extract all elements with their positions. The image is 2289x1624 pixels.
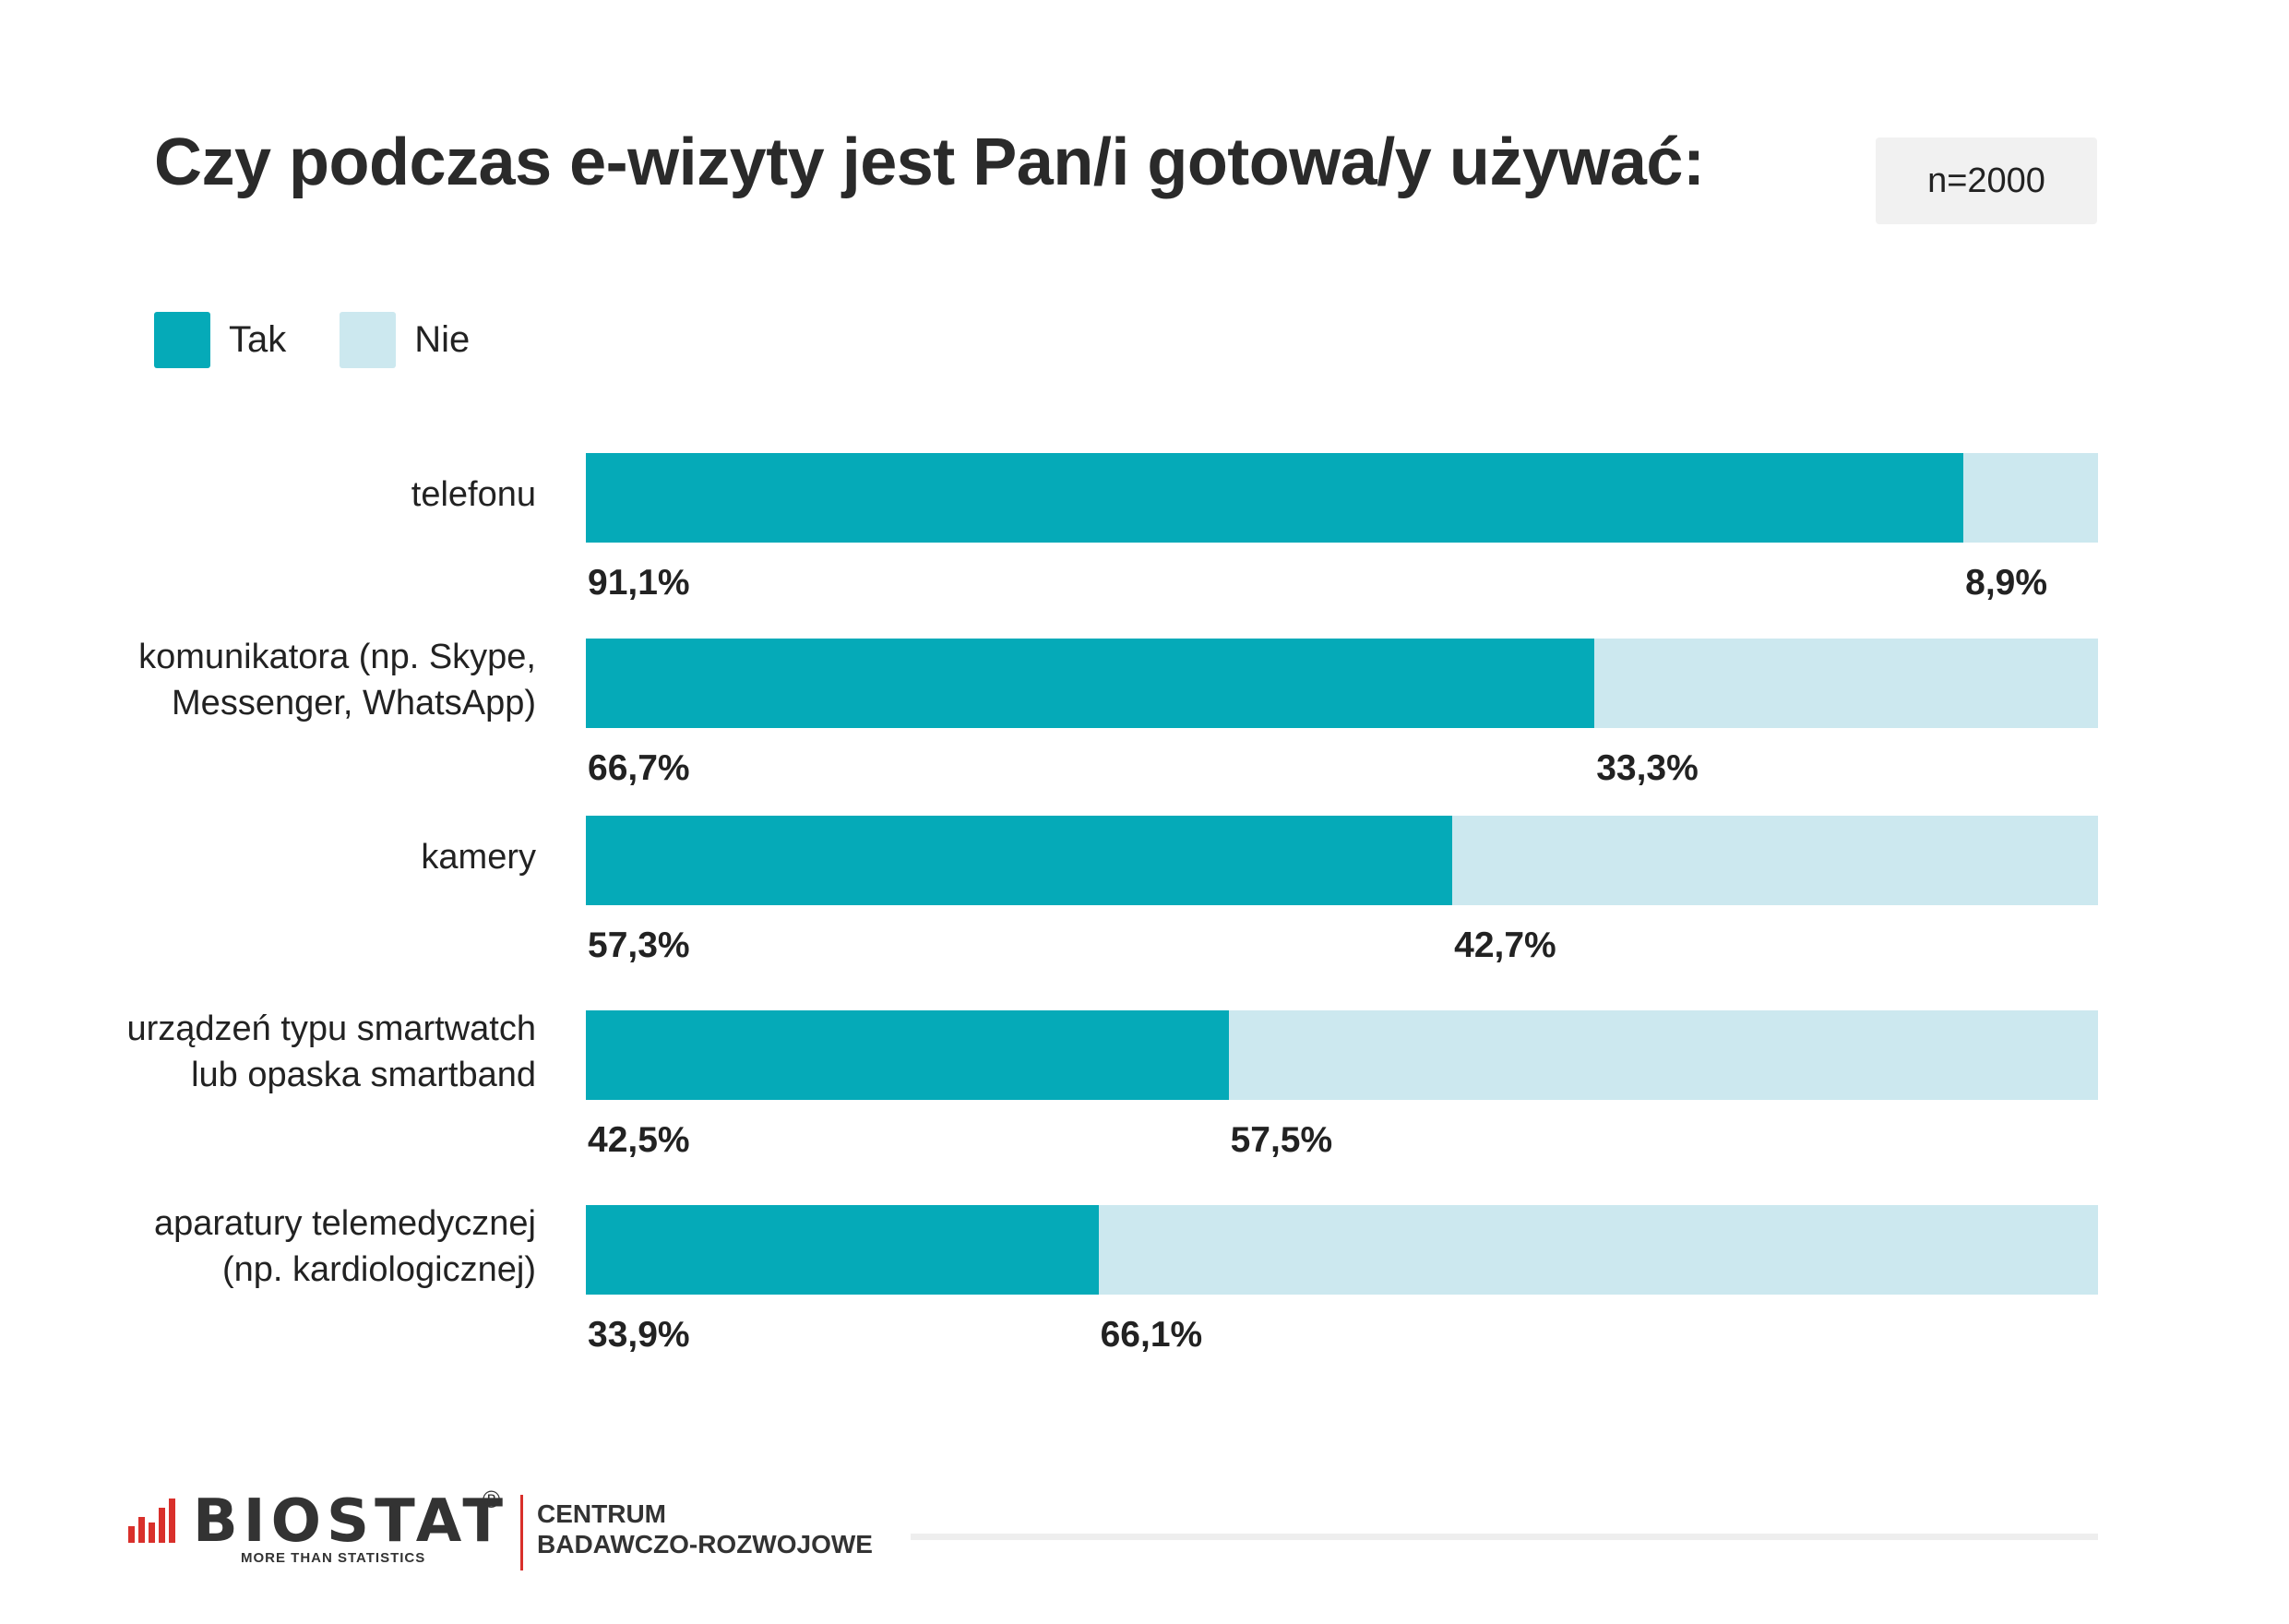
legend-item-nie: Nie [340,312,470,368]
category-label: kamery [421,837,536,877]
biostat-logo: BIOSTAT [193,1487,508,1556]
chart-title: Czy podczas e-wizyty jest Pan/i gotowa/y… [154,125,1705,199]
legend-label-nie: Nie [414,319,471,360]
footer-rule [911,1534,2098,1540]
category-label: komunikatora (np. Skype, Messenger, What… [138,637,536,722]
registered-mark: ® [483,1486,501,1513]
bar-segment-tak [586,1010,1229,1100]
centre-name-line1: CENTRUM [537,1499,666,1528]
logo-tagline: MORE THAN STATISTICS [241,1550,426,1566]
bar-segment-tak [586,453,1964,543]
legend-label-tak: Tak [229,319,287,360]
category-label: telefonu [411,474,536,514]
footer: BIOSTAT ® MORE THAN STATISTICS CENTRUM B… [128,1486,2103,1570]
value-label-nie: 57,5% [1230,1120,1333,1160]
bar-segment-nie [1594,639,2098,728]
legend: Tak Nie [154,312,523,368]
legend-item-tak: Tak [154,312,286,368]
value-label-tak: 66,7% [588,748,690,788]
centre-name-line2: BADAWCZO-ROZWOJOWE [537,1530,873,1558]
bar-segment-tak [586,639,1595,728]
bar-segment-nie [1228,1010,2098,1100]
value-label-tak: 42,5% [588,1120,690,1160]
footer-divider [520,1495,523,1570]
value-label-tak: 33,9% [588,1315,690,1355]
value-label-nie: 8,9% [1965,563,2048,603]
value-label-nie: 33,3% [1596,748,1699,788]
category-label: aparatury telemedycznej (np. kardiologic… [154,1203,536,1289]
legend-swatch-nie [340,312,397,368]
value-label-nie: 42,7% [1454,925,1556,965]
value-label-tak: 91,1% [588,563,690,603]
stacked-bar-chart: telefonu 91,1% 8,9% komunikatora (np. Skype… [126,453,2098,1355]
bar-segment-nie [1098,1205,2098,1295]
biostat-bars-icon [128,1499,175,1543]
bar-segment-tak [586,1205,1099,1295]
centre-name: CENTRUM BADAWCZO-ROZWOJOWE [537,1499,873,1559]
value-label-tak: 57,3% [588,925,690,965]
category-label: urządzeń typu smartwatch lub opaska smar… [126,1009,536,1094]
bar-segment-nie [1452,816,2098,905]
value-label-nie: 66,1% [1100,1315,1203,1355]
bar-segment-nie [1963,453,2098,543]
sample-size-badge: n=2000 [1876,137,2097,224]
legend-swatch-tak [154,312,210,368]
sample-size-label: n=2000 [1927,161,2045,200]
bar-segment-tak [586,816,1453,905]
